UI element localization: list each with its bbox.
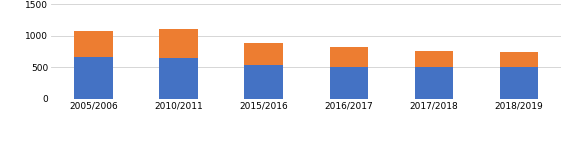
Bar bbox=[329, 67, 368, 99]
Bar bbox=[414, 51, 453, 67]
Bar bbox=[244, 43, 283, 65]
Bar bbox=[244, 65, 283, 99]
Bar bbox=[74, 31, 112, 57]
Bar bbox=[159, 29, 198, 58]
Bar bbox=[159, 58, 198, 99]
Bar bbox=[500, 52, 538, 67]
Bar bbox=[329, 47, 368, 67]
Bar bbox=[414, 67, 453, 99]
Bar bbox=[74, 57, 112, 99]
Bar bbox=[500, 67, 538, 99]
